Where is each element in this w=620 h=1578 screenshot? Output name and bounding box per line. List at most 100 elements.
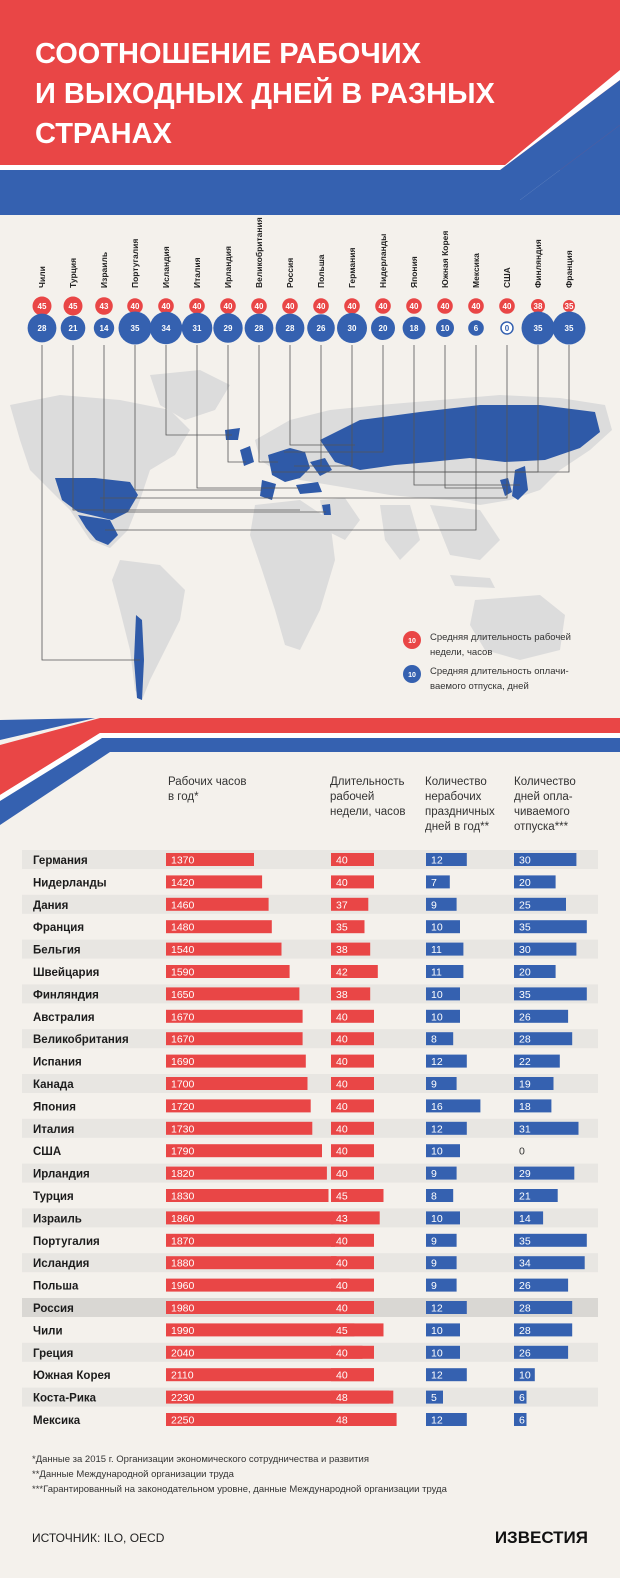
week-value: 45	[69, 302, 78, 311]
hours-bar	[166, 1144, 322, 1158]
holidays-bar	[426, 965, 464, 978]
week-bar	[331, 1099, 374, 1113]
holidays-bar	[426, 1054, 467, 1068]
week-circle	[531, 299, 545, 313]
week-value: 38	[336, 989, 348, 1001]
week-value: 37	[336, 899, 348, 911]
hours-value: 1870	[171, 1235, 195, 1247]
week-value: 40	[336, 1101, 348, 1113]
week-value: 40	[336, 1146, 348, 1158]
week-value: 40	[441, 302, 450, 311]
week-bar	[331, 1009, 374, 1023]
week-value: 40	[410, 302, 419, 311]
top-country-name: Польша	[316, 254, 326, 288]
row-country: Ирландия	[33, 1169, 90, 1181]
week-circle	[220, 298, 236, 314]
week-circle	[406, 298, 422, 314]
legend-red-label-2: недели, часов	[430, 647, 492, 658]
week-bar	[331, 1054, 374, 1068]
vacation-value: 26	[317, 324, 326, 333]
top-country-name: Россия	[285, 258, 295, 288]
vacation-value: 0	[505, 324, 510, 333]
vacation-bar	[514, 965, 556, 978]
holidays-bar	[426, 1032, 454, 1046]
row-country: Канада	[33, 1079, 74, 1091]
footnotes: *Данные за 2015 г. Организации экономиче…	[32, 1454, 448, 1495]
header-week-1: Длительность	[330, 776, 405, 788]
hours-bar	[166, 1099, 311, 1113]
top-country-name: Южная Корея	[440, 231, 450, 288]
holidays-bar	[426, 1211, 460, 1225]
vacation-value: 18	[410, 324, 419, 333]
hours-value: 1990	[171, 1325, 195, 1337]
table-row: Мексика 2250 48 12 6	[33, 1413, 527, 1427]
week-bar	[331, 1077, 374, 1090]
holidays-bar	[426, 1166, 457, 1180]
vacation-value: 30	[519, 855, 531, 867]
hours-value: 1480	[171, 922, 195, 934]
hours-bar	[166, 1345, 363, 1359]
week-value: 38	[534, 302, 543, 311]
top-country-name: Финляндия	[533, 239, 543, 288]
vacation-bar	[514, 1099, 552, 1113]
vacation-circle	[552, 311, 586, 345]
hours-value: 1880	[171, 1258, 195, 1270]
row-country: Россия	[33, 1303, 74, 1315]
connector-line	[103, 345, 326, 513]
vacation-bar	[514, 1233, 587, 1247]
week-bar	[331, 1413, 390, 1426]
week-value: 40	[193, 302, 202, 311]
holidays-value: 11	[431, 967, 442, 979]
header-holidays-3: праздничных	[425, 806, 495, 818]
table-row: Португалия 1870 40 9 35	[33, 1233, 587, 1248]
row-stripe	[22, 850, 598, 869]
hours-bar	[166, 920, 272, 934]
vacation-circle	[521, 311, 555, 345]
hours-bar	[166, 965, 290, 978]
vacation-bar	[514, 1301, 573, 1314]
holidays-bar	[426, 1099, 481, 1113]
world-map	[10, 370, 612, 700]
vacation-bar	[514, 1278, 569, 1292]
vacation-value: 20	[519, 877, 531, 889]
hours-value: 1700	[171, 1079, 195, 1091]
table-row: Италия 1730 40 12 31	[22, 1118, 598, 1138]
map-russia	[320, 405, 600, 470]
holidays-value: 10	[431, 1146, 443, 1158]
map-japan	[512, 466, 528, 500]
table-row: Япония 1720 40 16 18	[33, 1099, 552, 1113]
week-value: 43	[100, 302, 109, 311]
holidays-value: 10	[431, 989, 443, 1001]
row-country: Испания	[33, 1057, 82, 1069]
row-country: Италия	[33, 1124, 74, 1136]
week-circle	[189, 298, 205, 314]
vacation-bar	[514, 1256, 585, 1270]
map-europe	[268, 448, 310, 482]
week-value: 40	[336, 1347, 348, 1359]
vacation-circle	[500, 321, 514, 335]
vacation-value: 35	[534, 324, 543, 333]
hours-bar	[166, 1009, 303, 1023]
vacation-value: 28	[519, 1325, 531, 1337]
holidays-value: 12	[431, 1370, 443, 1382]
vacation-bar	[514, 1323, 573, 1337]
row-country: Франция	[33, 922, 84, 934]
hours-value: 1690	[171, 1056, 195, 1068]
row-country: Бельгия	[33, 945, 81, 957]
hours-bar	[166, 875, 263, 889]
top-country-name: Мексика	[471, 253, 481, 288]
vacation-circle	[149, 311, 183, 345]
holidays-bar	[426, 1144, 460, 1158]
connector-line	[227, 345, 246, 463]
vacation-value: 35	[519, 989, 531, 1001]
holidays-bar	[426, 1233, 457, 1247]
izvestia-logo: ИЗВЕСТИЯ	[495, 1528, 588, 1547]
holidays-value: 9	[431, 1168, 437, 1180]
row-stripe	[22, 894, 598, 914]
week-bar	[331, 920, 365, 934]
holidays-bar	[426, 942, 464, 956]
table-row: Канада 1700 40 9 19	[22, 1074, 598, 1093]
week-value: 40	[336, 1034, 348, 1046]
vacation-circle	[118, 311, 152, 345]
row-country: Мексика	[33, 1415, 81, 1427]
